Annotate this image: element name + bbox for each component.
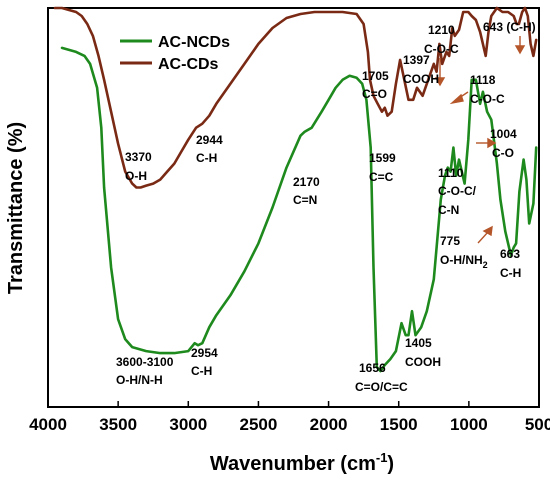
series-line-ac-ncds	[60, 46, 538, 373]
ann-cds-2944-group: C-H	[196, 151, 217, 165]
x-tick-label: 3000	[169, 415, 207, 434]
arrow-1118-head	[449, 93, 464, 105]
ann-ncds-1405-group: COOH	[405, 355, 441, 369]
ann-ncds-1110-group2: C-N	[438, 203, 459, 217]
x-tick-label: 2000	[310, 415, 348, 434]
ann-ncds-2954-value: 2954	[191, 346, 218, 360]
ann-ncds-3600-value: 3600-3100	[116, 355, 174, 369]
ann-ncds-1110-value: 1110	[438, 166, 464, 180]
ann-ncds-775-group: O-H/NH2	[440, 253, 488, 270]
annotation-arrows	[434, 36, 526, 244]
ann-cds-1705-value: 1705	[362, 69, 389, 83]
ann-cds-3370-value: 3370	[125, 150, 152, 164]
ann-cds-3370-group: O-H	[125, 169, 147, 183]
ann-ncds-775-value: 775	[440, 234, 460, 248]
ann-ncds-1656-value: 1656	[359, 361, 386, 375]
x-axis-title-superscript: -1	[376, 450, 388, 465]
ann-ncds-1656-group: C=O/C=C	[355, 380, 408, 394]
ann-ncds-2170-value: 2170	[293, 175, 320, 189]
series-line-ac-cds	[53, 6, 538, 189]
legend-label-ac-ncds: AC-NCDs	[158, 34, 230, 51]
ann-ncds-663-group: C-H	[500, 266, 521, 280]
x-tick-label: 1500	[380, 415, 418, 434]
ann-ncds-1004-group: C-O	[492, 146, 514, 160]
ann-ncds-1405-value: 1405	[405, 336, 432, 350]
ann-cds-1599-value: 1599	[369, 151, 396, 165]
ann-cds-1210-value: 1210	[428, 23, 455, 37]
x-axis-title: Wavenumber (cm-1)	[210, 450, 394, 475]
x-axis-ticks: 4000 3500 3000 2500 2000 1500 1000 500	[29, 401, 550, 434]
x-tick-label: 4000	[29, 415, 67, 434]
ann-ncds-2170-group: C=N	[293, 193, 317, 207]
plot-frame	[47, 7, 540, 408]
ann-cds-643: 643 (C-H)	[483, 20, 536, 34]
ann-ncds-3600-group: O-H/N-H	[116, 373, 163, 387]
arrow-775-head	[482, 225, 493, 237]
ann-ncds-1110-group: C-O-C/	[438, 184, 477, 198]
y-axis-title: Transmittance (%)	[5, 122, 27, 294]
arrow-775	[477, 231, 489, 244]
x-tick-label: 500	[525, 415, 550, 434]
ann-cds-1599-group: C=C	[369, 170, 394, 184]
arrow-643-head	[514, 45, 526, 55]
ann-cds-1705-group: C=O	[362, 87, 387, 101]
ann-ncds-2954-group: C-H	[191, 364, 212, 378]
ann-cds-1210-group: C-O-C	[424, 42, 459, 56]
ncds-annotations: 3600-3100 O-H/N-H 2954 C-H 2170 C=N 1656…	[116, 127, 521, 394]
series-lines	[53, 6, 538, 373]
ann-cds-1118-value: 1118	[470, 73, 496, 87]
ann-ncds-775-subscript: 2	[483, 260, 488, 270]
ann-ncds-663-value: 663	[500, 247, 520, 261]
ann-cds-1397-group: COOH	[403, 72, 439, 86]
ann-cds-1118-group: C-O-C	[470, 92, 505, 106]
x-tick-label: 1000	[450, 415, 488, 434]
arrow-1210-head	[434, 77, 446, 87]
ann-ncds-1004-value: 1004	[490, 127, 517, 141]
arrow-1004-head	[487, 137, 497, 149]
x-tick-label: 3500	[99, 415, 137, 434]
cds-annotations: 3370 O-H 2944 C-H 1705 C=O 1599 C=C 1397…	[125, 20, 536, 184]
x-tick-label: 2500	[240, 415, 278, 434]
ann-cds-2944-value: 2944	[196, 133, 223, 147]
legend-label-ac-cds: AC-CDs	[158, 56, 219, 73]
ann-cds-1397-value: 1397	[403, 53, 430, 67]
